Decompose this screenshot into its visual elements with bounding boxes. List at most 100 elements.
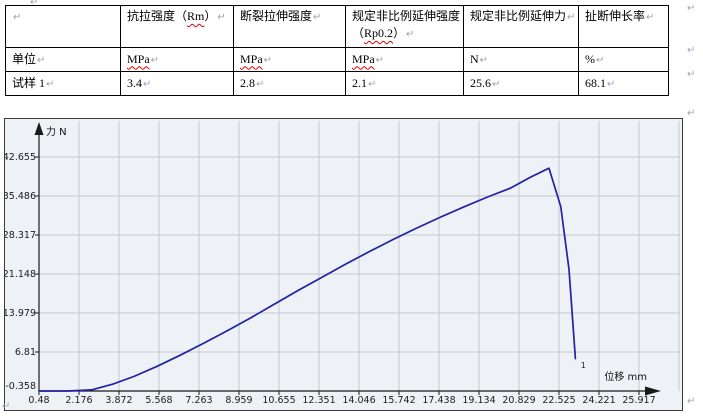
x-tick-label: 2.176 [65,395,92,406]
cell-text: ） [204,9,217,23]
paragraph-mark-icon: ↵ [46,78,55,90]
paragraph-mark-icon: ↵ [687,396,696,407]
cell-text: 2.8 [240,75,255,90]
paragraph-mark-icon: ↵ [143,78,152,90]
paragraph-mark-icon: ↵ [607,78,616,90]
header-cell: 规定非比例延伸力↵ [463,5,579,48]
x-tick-label: 7.263 [185,395,212,406]
x-tick-label: 14.046 [342,395,375,406]
table-cell: N↵ [463,47,579,72]
header-cell: ↵ [5,5,121,48]
table-row: 试样 1↵ 3.4↵ 2.8↵ 2.1↵ 25.6↵ 68.1↵ [5,71,669,96]
x-tick-label: 17.438 [422,395,455,406]
cell-text: Rp0.2 [364,26,394,40]
paragraph-mark-icon: ↵ [687,108,696,119]
cell-text: % [585,51,595,66]
cell-text: 规定非比例延伸力 [470,9,567,23]
paragraph-mark-icon: ↵ [406,29,415,40]
table-cell: 3.4↵ [120,71,234,96]
cell-text: 断裂拉伸强度 [240,9,313,23]
cell-text: MPa [127,51,150,66]
x-tick-label: 24.221 [582,395,615,406]
x-tick-label: 20.829 [502,395,535,406]
x-axis-title: 位移 mm [604,370,647,383]
paragraph-mark-icon: ↵ [37,54,46,66]
paragraph-mark-icon: ↵ [30,0,39,8]
cell-text: 扯断伸长率 [585,9,646,23]
cell-text: 规定非比例延伸强度（ [352,9,461,40]
table-cell: MPa↵ [120,47,234,72]
paragraph-mark-icon: ↵ [368,78,377,90]
header-cell: 规定非比例延伸强度（Rp0.2）↵ [345,5,464,48]
cell-text: 25.6 [470,75,491,90]
force-displacement-chart: 0.48 2.176 3.872 5.568 7.263 8.959 10.655 12.35… [4,118,683,411]
x-tick-label: 19.134 [462,395,495,406]
table-cell: MPa↵ [345,47,464,72]
table-cell: 2.1↵ [345,71,464,96]
paragraph-mark-icon: ↵ [313,12,322,23]
x-tick-label: 25.917 [622,395,655,406]
x-axis-arrow-icon [645,386,661,396]
x-tick-label: 5.568 [145,395,172,406]
force-displacement-curve [38,167,577,392]
x-tick-label: 0.48 [28,395,49,406]
y-tick-label: 13.979 [5,308,36,319]
paragraph-mark-icon: ↵ [479,54,489,66]
table-cell: 25.6↵ [463,71,579,96]
paragraph-mark-icon: ↵ [263,54,273,66]
paragraph-mark-icon: ↵ [687,69,696,80]
table-header-row: ↵ 抗拉强度（Rm）↵ 断裂拉伸强度↵ 规定非比例延伸强度（Rp0.2）↵ 规定非比例延… [5,5,669,48]
y-tick-label: 42.655 [5,152,36,163]
header-cell: 扯断伸长率↵ [578,5,669,48]
table-cell: 试样 1↵ [5,71,121,96]
table-row: 单位↵ MPa↵ MPa↵ MPa↵ N↵ %↵ [5,47,669,72]
cell-text: ） [393,26,406,40]
paragraph-mark-icon: ↵ [2,401,11,412]
paragraph-mark-icon: ↵ [150,54,160,66]
table-cell: 68.1↵ [578,71,669,96]
curve-end-label: 1 [581,361,586,370]
cell-text: 单位 [12,51,37,66]
cell-text: 68.1 [585,75,606,90]
y-tick-label: 6.81 [15,347,36,358]
table-cell: 单位↵ [5,47,121,72]
header-cell: 断裂拉伸强度↵ [233,5,346,48]
chart-canvas: 0.48 2.176 3.872 5.568 7.263 8.959 10.655 12.35… [5,119,682,410]
x-tick-label: 3.872 [105,395,132,406]
cell-text: 2.1 [352,75,367,90]
y-axis-title: 力 N [46,125,67,138]
paragraph-mark-icon: ↵ [687,45,696,56]
y-tick-label: -0.358 [5,381,36,392]
paragraph-mark-icon: ↵ [217,12,226,23]
cell-text: N [470,51,479,66]
paragraph-mark-icon: ↵ [596,54,605,66]
table-cell: 2.8↵ [233,71,346,96]
cell-text: MPa [240,51,263,66]
paragraph-mark-icon: ↵ [375,54,385,66]
y-tick-label: 35.486 [5,191,36,202]
header-cell: 抗拉强度（Rm）↵ [120,5,234,48]
y-axis-arrow-icon [34,122,44,135]
paragraph-mark-icon: ↵ [646,12,655,23]
paragraph-mark-icon: ↵ [687,3,696,14]
x-tick-label: 22.525 [542,395,575,406]
x-tick-label: 15.742 [382,395,415,406]
x-tick-label: 12.351 [302,395,335,406]
x-tick-label: 10.655 [262,395,295,406]
cell-text: 抗拉强度（ [127,9,188,23]
table-cell: %↵ [578,47,669,72]
paragraph-mark-icon: ↵ [492,78,501,90]
table-cell: MPa↵ [233,47,346,72]
cell-text: MPa [352,51,375,66]
y-tick-label: 28.317 [5,230,36,241]
paragraph-mark-icon: ↵ [567,12,576,23]
cell-text: 试样 1 [12,75,46,90]
paragraph-mark-icon: ↵ [13,12,22,23]
cell-text: Rm [187,9,205,23]
paragraph-mark-icon: ↵ [256,78,265,90]
results-table: ↵ 抗拉强度（Rm）↵ 断裂拉伸强度↵ 规定非比例延伸强度（Rp0.2）↵ 规定非比例延… [5,5,669,96]
x-tick-label: 8.959 [225,395,252,406]
y-tick-label: 21.148 [5,269,36,280]
cell-text: 3.4 [127,75,142,90]
